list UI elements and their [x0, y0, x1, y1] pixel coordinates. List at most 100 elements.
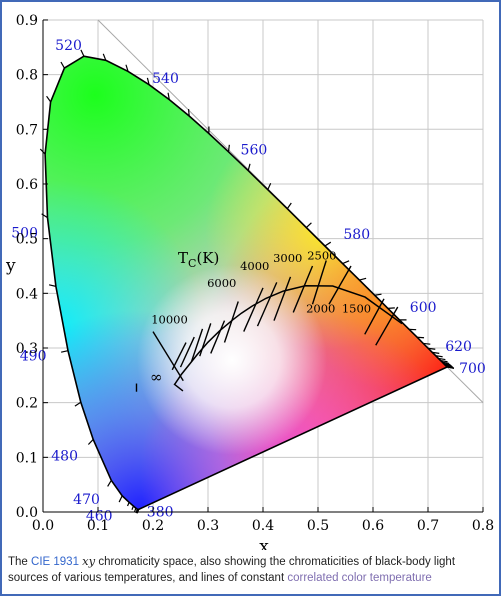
wavelength-tick — [428, 347, 436, 350]
xy-math-text: xy — [82, 554, 96, 568]
x-tick-label: 0.3 — [197, 518, 219, 534]
isotherm-label-2000: 2000 — [306, 301, 335, 315]
wavelength-tick — [359, 277, 367, 281]
wavelength-tick — [446, 366, 455, 369]
wavelength-tick — [131, 505, 134, 510]
wavelength-tick — [48, 284, 57, 287]
x-axis-ticks: 0.0 0.1 0.2 0.3 0.4 0.5 0.6 0.7 0.8 — [32, 507, 494, 534]
wavelength-tick — [125, 64, 129, 72]
cie-chromaticity-diagram: 380460470480490500520540560580600620700 … — [5, 13, 494, 550]
wavelength-tick — [438, 357, 446, 361]
wavelength-tick — [118, 495, 123, 503]
wavelength-tick — [61, 350, 69, 353]
wavelength-label-580: 580 — [343, 227, 370, 243]
y-tick-label: 0.5 — [16, 232, 38, 248]
wavelength-tick — [46, 95, 52, 103]
isotherm-label-4000: 4000 — [240, 259, 269, 273]
wavelength-tick — [442, 361, 450, 365]
wavelength-tick — [305, 222, 312, 229]
y-tick-label: 0.7 — [16, 122, 38, 138]
y-tick-label: 0.3 — [16, 341, 38, 357]
wavelength-tick — [87, 439, 94, 445]
x-tick-label: 0.5 — [307, 518, 329, 534]
wavelength-tick — [440, 359, 448, 363]
x-tick-label: 0.7 — [417, 518, 439, 534]
wavelength-tick — [133, 508, 137, 513]
wavelength-tick — [423, 342, 431, 345]
wavelength-tick — [107, 480, 112, 487]
caption-text-1: The — [8, 556, 32, 568]
y-tick-label: 0.1 — [16, 450, 38, 466]
spectral-locus-outline — [44, 55, 449, 511]
figure-caption: The CIE 1931 xy chromaticity space, also… — [8, 553, 496, 586]
isotherm-line — [328, 265, 352, 305]
wavelength-label-700: 700 — [459, 361, 486, 377]
y-tick-label: 0.6 — [16, 177, 38, 193]
wavelength-tick — [135, 509, 139, 514]
isotherm-label-10000: 10000 — [151, 312, 188, 326]
y-tick-label: 0.2 — [16, 396, 38, 412]
isotherm-label-1500: 1500 — [342, 301, 371, 315]
isotherm-line — [199, 323, 212, 357]
wavelength-tick — [286, 202, 292, 210]
cie-1931-link[interactable]: CIE 1931 — [31, 556, 79, 568]
x-tick-label: 0.4 — [252, 518, 274, 534]
isotherm-line — [223, 301, 239, 343]
wavelength-tick — [374, 293, 382, 296]
wavelength-tick — [146, 77, 150, 85]
isotherm-line — [256, 282, 278, 327]
wavelength-tick — [187, 108, 190, 117]
isotherm-label-6000: 6000 — [207, 276, 236, 290]
isotherm-label-3000: 3000 — [273, 251, 302, 265]
isotherm-line — [375, 306, 399, 346]
wavelength-tick — [324, 241, 332, 247]
wavelength-label-480: 480 — [51, 448, 78, 464]
isotherm-end-cap — [173, 383, 184, 392]
wavelength-label-560: 560 — [241, 142, 268, 158]
y-axis-ticks: 0.0 0.1 0.2 0.3 0.4 0.5 0.6 0.7 0.8 0.9 — [16, 13, 48, 521]
wavelength-tick — [60, 61, 65, 69]
y-tick-label: 0.9 — [16, 13, 38, 29]
wavelength-label-470: 470 — [73, 492, 100, 508]
x-tick-label: 0.2 — [142, 518, 164, 534]
isotherm-line — [292, 265, 314, 313]
isotherm-line — [243, 287, 264, 332]
correlated-color-temperature-link[interactable]: correlated color temperature — [287, 572, 432, 584]
wavelength-tick — [102, 53, 107, 61]
wavelength-label-600: 600 — [410, 300, 437, 316]
wavelength-tick — [227, 144, 230, 152]
y-tick-label: 0.8 — [16, 68, 38, 84]
wavelength-label-520: 520 — [55, 38, 82, 54]
wavelength-tick — [435, 355, 443, 358]
tc-unit: (K) — [196, 249, 219, 267]
wavelength-label-500: 500 — [11, 226, 38, 242]
wavelength-tick — [342, 260, 350, 265]
wavelength-tick — [432, 351, 440, 354]
caption-text-2: chromaticity space, also showing the chr… — [8, 556, 456, 584]
x-tick-label: 0.8 — [472, 518, 494, 534]
isotherm-line — [364, 298, 385, 335]
isotherm-line — [311, 260, 327, 305]
wavelength-label-490: 490 — [20, 348, 47, 364]
tc-subscript: C — [188, 257, 196, 270]
wavelength-tick — [167, 92, 170, 100]
wavelength-tick — [80, 49, 85, 57]
x-tick-label: 0.0 — [32, 518, 54, 534]
x-tick-label: 0.1 — [87, 518, 109, 534]
isotherm-line — [273, 276, 292, 321]
y-tick-label: 0.0 — [16, 505, 38, 521]
infinity-symbol: ∞ — [150, 368, 163, 386]
isotherm-label-2500: 2500 — [307, 248, 336, 262]
wavelength-tick — [247, 163, 251, 171]
isotherm-line — [179, 336, 195, 368]
wavelength-tick — [443, 362, 451, 366]
wavelength-label-620: 620 — [445, 339, 472, 355]
isotherm-line — [152, 331, 184, 382]
tc-main: T — [178, 249, 188, 267]
y-axis-label: y — [5, 256, 16, 276]
wavelength-tick — [74, 401, 82, 407]
isotherm-line — [190, 328, 204, 362]
wavelength-ticks — [39, 49, 455, 514]
x-axis-label: x — [259, 537, 269, 550]
